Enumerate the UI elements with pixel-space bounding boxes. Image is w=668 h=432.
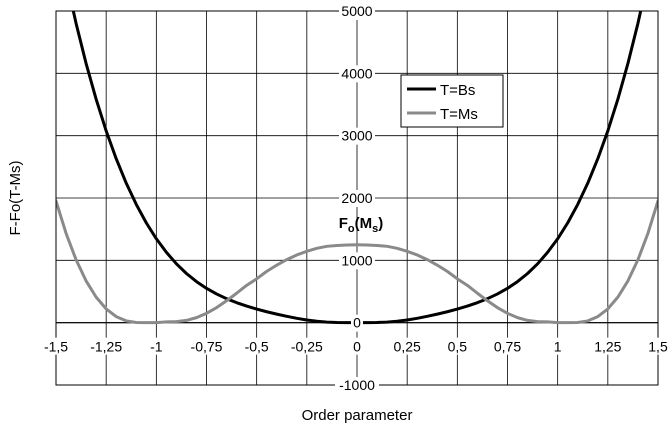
x-tick-label-bg — [146, 337, 167, 355]
y-tick-label: 0 — [353, 315, 361, 331]
x-tick-label: 1,5 — [648, 339, 668, 355]
x-tick-label: 1,25 — [594, 339, 621, 355]
annotation-paren-open: (M — [355, 215, 373, 232]
legend: T=Bs T=Ms — [400, 74, 504, 128]
annotation-f: F — [339, 215, 348, 232]
x-tick-labels: -1,5 -1,25 -1 -0,75 -0,5 -0,25 0 0,25 0,5 0,75 1 1,… — [38, 337, 668, 355]
y-tick-labels: -1000 0 1000 2000 3000 4000 5000 — [335, 3, 379, 394]
x-tick-label: 0,75 — [494, 339, 521, 355]
x-tick-label: 0 — [353, 339, 361, 355]
x-tick-label-bg — [644, 337, 668, 355]
legend-label-t-ms: T=Ms — [440, 106, 478, 123]
y-tick-label: 4000 — [341, 65, 372, 81]
x-tick-label: -0,75 — [191, 339, 223, 355]
x-axis-title: Order parameter — [302, 407, 413, 424]
y-axis-title: F-Fo(T-Ms) — [7, 161, 24, 236]
y-tick-label-bg — [339, 190, 375, 207]
y-tick-label-bg — [351, 314, 363, 332]
x-tick-label: -1 — [150, 339, 163, 355]
y-tick-label: 1000 — [341, 252, 372, 268]
y-tick-label-bg — [339, 65, 375, 83]
x-tick-label: 0,5 — [448, 339, 468, 355]
y-tick-label: 5000 — [341, 3, 372, 19]
x-tick-label-bg — [84, 337, 129, 355]
x-tick-label-bg — [351, 337, 363, 355]
x-tick-label-bg — [184, 337, 229, 355]
y-tick-label: 3000 — [341, 128, 372, 144]
y-tick-label: 2000 — [341, 190, 372, 206]
annotation-sub-o: o — [348, 223, 355, 235]
y-tick-label: -1000 — [339, 377, 375, 393]
x-tick-label-bg — [38, 337, 74, 355]
annotation-paren-close: ) — [378, 215, 383, 232]
y-tick-label-bg — [339, 127, 375, 145]
x-tick-label-bg — [551, 337, 564, 355]
y-tick-label-bg — [335, 377, 379, 394]
x-tick-label-bg — [589, 337, 626, 355]
y-tick-label-bg — [339, 3, 375, 20]
x-tick-label-bg — [389, 337, 426, 355]
annotation-fo-ms: Fo(Ms) — [339, 215, 384, 235]
x-tick-label-bg — [443, 337, 472, 355]
x-tick-label: -0,5 — [245, 339, 269, 355]
x-tick-label-bg — [489, 337, 526, 355]
x-tick-label: 0,25 — [394, 339, 421, 355]
annotation-sub-s: s — [372, 223, 378, 235]
x-tick-label: -0,25 — [291, 339, 323, 355]
series-line-t-ms — [56, 199, 658, 325]
y-tick-label-bg — [339, 252, 375, 270]
x-tick-label-bg — [238, 337, 275, 355]
x-tick-label: -1,25 — [90, 339, 122, 355]
x-tick-label-bg — [284, 337, 329, 355]
legend-box — [400, 74, 504, 128]
x-tick-label: 1 — [554, 339, 562, 355]
x-tick-label: -1,5 — [44, 339, 68, 355]
legend-label-t-bs: T=Bs — [440, 82, 475, 99]
